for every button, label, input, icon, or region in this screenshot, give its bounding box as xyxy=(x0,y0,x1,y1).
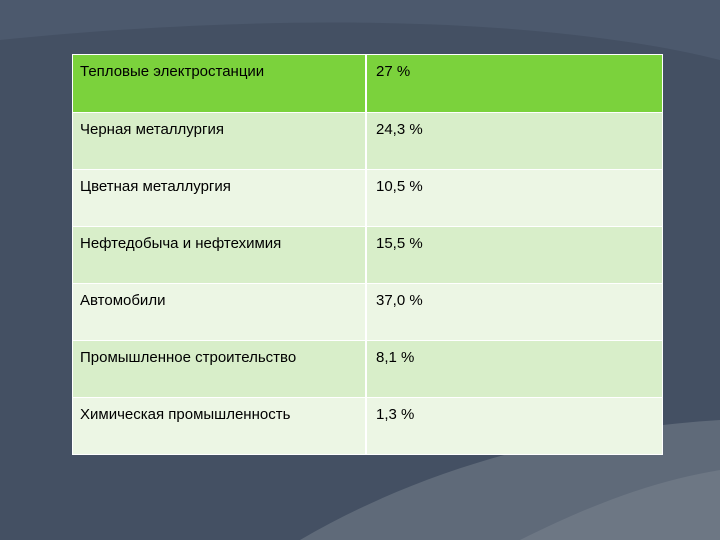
row-label: Автомобили xyxy=(73,283,367,341)
table-row: Автомобили 37,0 % xyxy=(73,283,662,341)
row-value: 10,5 % xyxy=(366,169,662,227)
row-value: 1,3 % xyxy=(366,397,662,454)
row-label: Промышленное строительство xyxy=(73,340,367,398)
row-label: Тепловые электростанции xyxy=(73,55,367,113)
table-row: Тепловые электростанции 27 % xyxy=(73,55,662,113)
table-row: Химическая промышленность 1,3 % xyxy=(73,397,662,454)
row-value: 15,5 % xyxy=(366,226,662,284)
table-row: Промышленное строительство 8,1 % xyxy=(73,340,662,398)
table-row: Черная металлургия 24,3 % xyxy=(73,112,662,170)
row-label: Химическая промышленность xyxy=(73,397,367,454)
row-value: 24,3 % xyxy=(366,112,662,170)
table-row: Цветная металлургия 10,5 % xyxy=(73,169,662,227)
row-value: 8,1 % xyxy=(366,340,662,398)
row-label: Нефтедобыча и нефтехимия xyxy=(73,226,367,284)
row-value: 27 % xyxy=(366,55,662,113)
row-label: Цветная металлургия xyxy=(73,169,367,227)
table-row: Нефтедобыча и нефтехимия 15,5 % xyxy=(73,226,662,284)
row-label: Черная металлургия xyxy=(73,112,367,170)
row-value: 37,0 % xyxy=(366,283,662,341)
industry-share-table: Тепловые электростанции 27 % Черная мета… xyxy=(73,55,662,454)
